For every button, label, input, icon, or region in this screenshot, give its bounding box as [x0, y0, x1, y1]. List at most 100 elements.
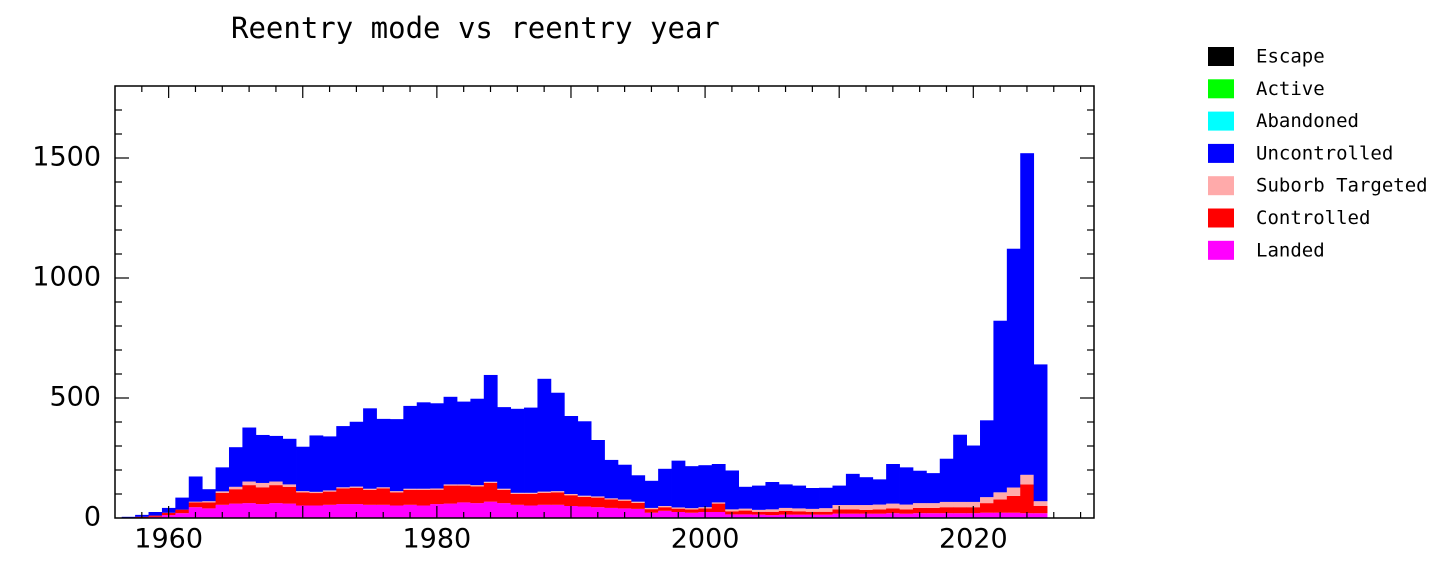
bar-segment-controlled-1969 [282, 486, 297, 504]
bar-segment-landed-1979 [416, 505, 431, 518]
bar-segment-controlled-1963 [202, 502, 216, 509]
bar-segment-uncontrolled-2012 [859, 477, 874, 506]
bar-segment-suborb-targeted-1966 [242, 481, 257, 486]
bar-segment-controlled-2021 [980, 503, 994, 513]
bar-segment-controlled-1977 [389, 492, 404, 506]
bar-segment-suborb-targeted-2015 [899, 504, 914, 510]
bar-segment-suborb-targeted-2008 [805, 508, 820, 512]
bar-segment-suborb-targeted-2017 [926, 503, 941, 508]
legend-swatch-controlled [1208, 208, 1234, 228]
bar-segment-uncontrolled-2007 [792, 485, 807, 509]
legend-swatch-active [1208, 79, 1234, 99]
bar-segment-controlled-2018 [939, 507, 954, 514]
bar-segment-controlled-1974 [349, 487, 364, 505]
bar-segment-uncontrolled-2009 [819, 487, 833, 509]
x-tick-label-1960: 1960 [134, 524, 203, 555]
bar-segment-uncontrolled-2024 [1020, 153, 1035, 475]
bar-segment-uncontrolled-1987 [524, 407, 538, 493]
bar-segment-uncontrolled-1967 [255, 434, 270, 483]
bar-segment-controlled-2024 [1020, 484, 1035, 514]
bar-segment-uncontrolled-1990 [564, 416, 579, 494]
bar-segment-suborb-targeted-1983 [470, 485, 485, 487]
bar-segment-controlled-1980 [430, 489, 444, 505]
bar-segment-suborb-targeted-2007 [792, 508, 807, 512]
bar-segment-uncontrolled-2011 [845, 473, 860, 506]
bar-segment-controlled-2014 [886, 508, 900, 514]
bar-segment-suborb-targeted-2005 [765, 509, 780, 512]
bar-segment-uncontrolled-1969 [282, 438, 297, 485]
bar-segment-controlled-1994 [617, 500, 632, 509]
bar-segment-uncontrolled-2021 [980, 420, 994, 498]
bar-segment-uncontrolled-1973 [336, 426, 351, 488]
bar-segment-controlled-2013 [872, 509, 887, 514]
bar-segment-uncontrolled-1965 [228, 447, 243, 487]
legend-label-suborb-targeted: Suborb Targeted [1256, 175, 1428, 197]
bar-segment-suborb-targeted-1994 [617, 499, 632, 501]
bar-segment-controlled-2012 [859, 509, 874, 514]
bar-segment-controlled-2023 [1006, 495, 1021, 513]
bar-segment-controlled-1962 [188, 502, 203, 508]
bar-segment-landed-1988 [537, 504, 552, 518]
bar-segment-suborb-targeted-2023 [1006, 487, 1021, 496]
bar-segment-uncontrolled-1997 [658, 468, 672, 506]
bar-segment-landed-1974 [349, 504, 364, 518]
bar-segment-controlled-1975 [363, 489, 377, 505]
bar-segment-controlled-1986 [510, 494, 525, 505]
bar-segment-landed-1999 [684, 512, 699, 518]
bar-segment-controlled-1978 [403, 489, 418, 505]
bar-segment-landed-1987 [524, 505, 538, 518]
bar-segment-suborb-targeted-1971 [309, 491, 324, 494]
bar-segment-controlled-1971 [309, 493, 324, 506]
bar-segment-landed-1985 [497, 503, 512, 518]
bar-segment-uncontrolled-2006 [778, 484, 793, 508]
bar-segment-suborb-targeted-1963 [202, 501, 216, 503]
bar-segment-uncontrolled-1981 [443, 396, 458, 485]
bar-segment-uncontrolled-1970 [296, 446, 310, 492]
bar-segment-controlled-2022 [993, 499, 1008, 513]
bar-segment-controlled-1970 [296, 492, 310, 506]
bar-segment-controlled-2003 [738, 510, 753, 515]
bar-segment-uncontrolled-1975 [363, 408, 377, 489]
bar-segment-uncontrolled-2016 [912, 470, 927, 504]
bar-segment-uncontrolled-1995 [631, 475, 646, 502]
bar-segment-suborb-targeted-2001 [711, 502, 726, 504]
bar-segment-uncontrolled-1962 [188, 476, 203, 502]
bar-segment-landed-1963 [202, 508, 216, 518]
bar-segment-suborb-targeted-1964 [215, 491, 230, 493]
bar-segment-suborb-targeted-1985 [497, 488, 512, 490]
bar-segment-uncontrolled-1964 [215, 467, 230, 492]
bar-segment-suborb-targeted-1986 [510, 492, 525, 494]
bar-segment-uncontrolled-1994 [617, 464, 632, 500]
bar-segment-controlled-2009 [819, 511, 833, 515]
bar-segment-controlled-1998 [671, 508, 686, 512]
bar-segment-landed-1965 [228, 503, 243, 518]
bar-segment-controlled-1993 [604, 499, 619, 508]
bar-segment-suborb-targeted-2011 [845, 505, 860, 510]
bar-segment-controlled-1979 [416, 489, 431, 506]
bar-segment-suborb-targeted-2002 [725, 509, 740, 512]
bar-segment-controlled-2005 [765, 511, 780, 516]
bar-segment-uncontrolled-2025 [1033, 364, 1048, 502]
bar-segment-controlled-1990 [564, 495, 579, 506]
bar-segment-suborb-targeted-1988 [537, 491, 552, 493]
legend-label-landed: Landed [1256, 239, 1325, 261]
bar-segment-suborb-targeted-1984 [483, 481, 498, 483]
bar-segment-suborb-targeted-1979 [416, 488, 431, 490]
bar-segment-landed-2007 [792, 514, 807, 518]
bar-segment-suborb-targeted-2024 [1020, 474, 1035, 485]
legend-label-controlled: Controlled [1256, 207, 1370, 229]
bar-segment-controlled-1966 [242, 485, 257, 504]
bar-segment-landed-1967 [255, 504, 270, 518]
bar-segment-suborb-targeted-2025 [1033, 501, 1048, 506]
bar-segment-landed-2019 [953, 513, 967, 518]
bar-segment-controlled-2007 [792, 511, 807, 515]
bar-segment-suborb-targeted-1982 [456, 484, 471, 486]
bar-segment-controlled-1984 [483, 482, 498, 502]
bar-segment-landed-1972 [322, 504, 337, 518]
bar-segment-landed-1973 [336, 504, 351, 518]
bar-segment-uncontrolled-2013 [872, 479, 887, 505]
bar-segment-suborb-targeted-2022 [993, 492, 1008, 500]
legend-swatch-uncontrolled [1208, 143, 1234, 163]
bar-segment-controlled-1996 [644, 509, 659, 513]
bar-segment-suborb-targeted-2009 [819, 508, 833, 512]
